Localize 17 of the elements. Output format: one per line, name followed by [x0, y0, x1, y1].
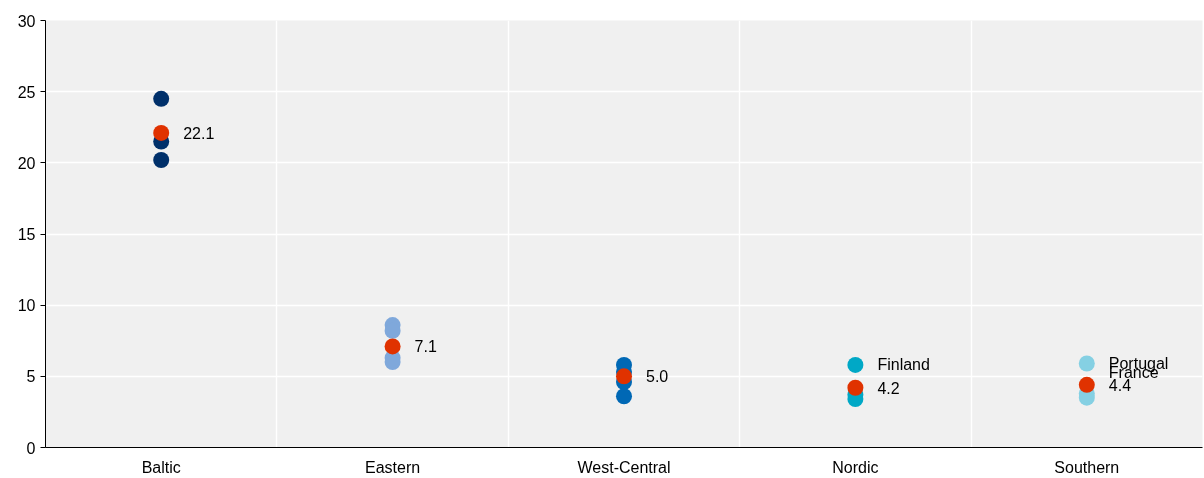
- y-tick-label: 0: [26, 439, 36, 457]
- x-tick-label: Nordic: [832, 458, 879, 476]
- data-label: 22.1: [183, 124, 215, 142]
- y-tick-label: 5: [26, 368, 36, 386]
- x-tick-label: Southern: [1054, 458, 1120, 476]
- y-tick-label: 30: [17, 12, 36, 30]
- x-tick-label: Baltic: [141, 458, 181, 476]
- data-label: 4.2: [877, 379, 900, 397]
- y-tick-label: 15: [17, 226, 36, 243]
- annotation: Finland: [877, 356, 930, 374]
- y-tick-label: 25: [17, 83, 36, 101]
- data-label: 5.0: [646, 368, 669, 386]
- y-tick-label: 20: [17, 154, 36, 172]
- x-tick-label: Eastern: [365, 458, 421, 476]
- data-label: 7.1: [414, 338, 437, 356]
- y-tick-label: 10: [17, 297, 36, 315]
- x-tick-label: West-Central: [577, 458, 671, 476]
